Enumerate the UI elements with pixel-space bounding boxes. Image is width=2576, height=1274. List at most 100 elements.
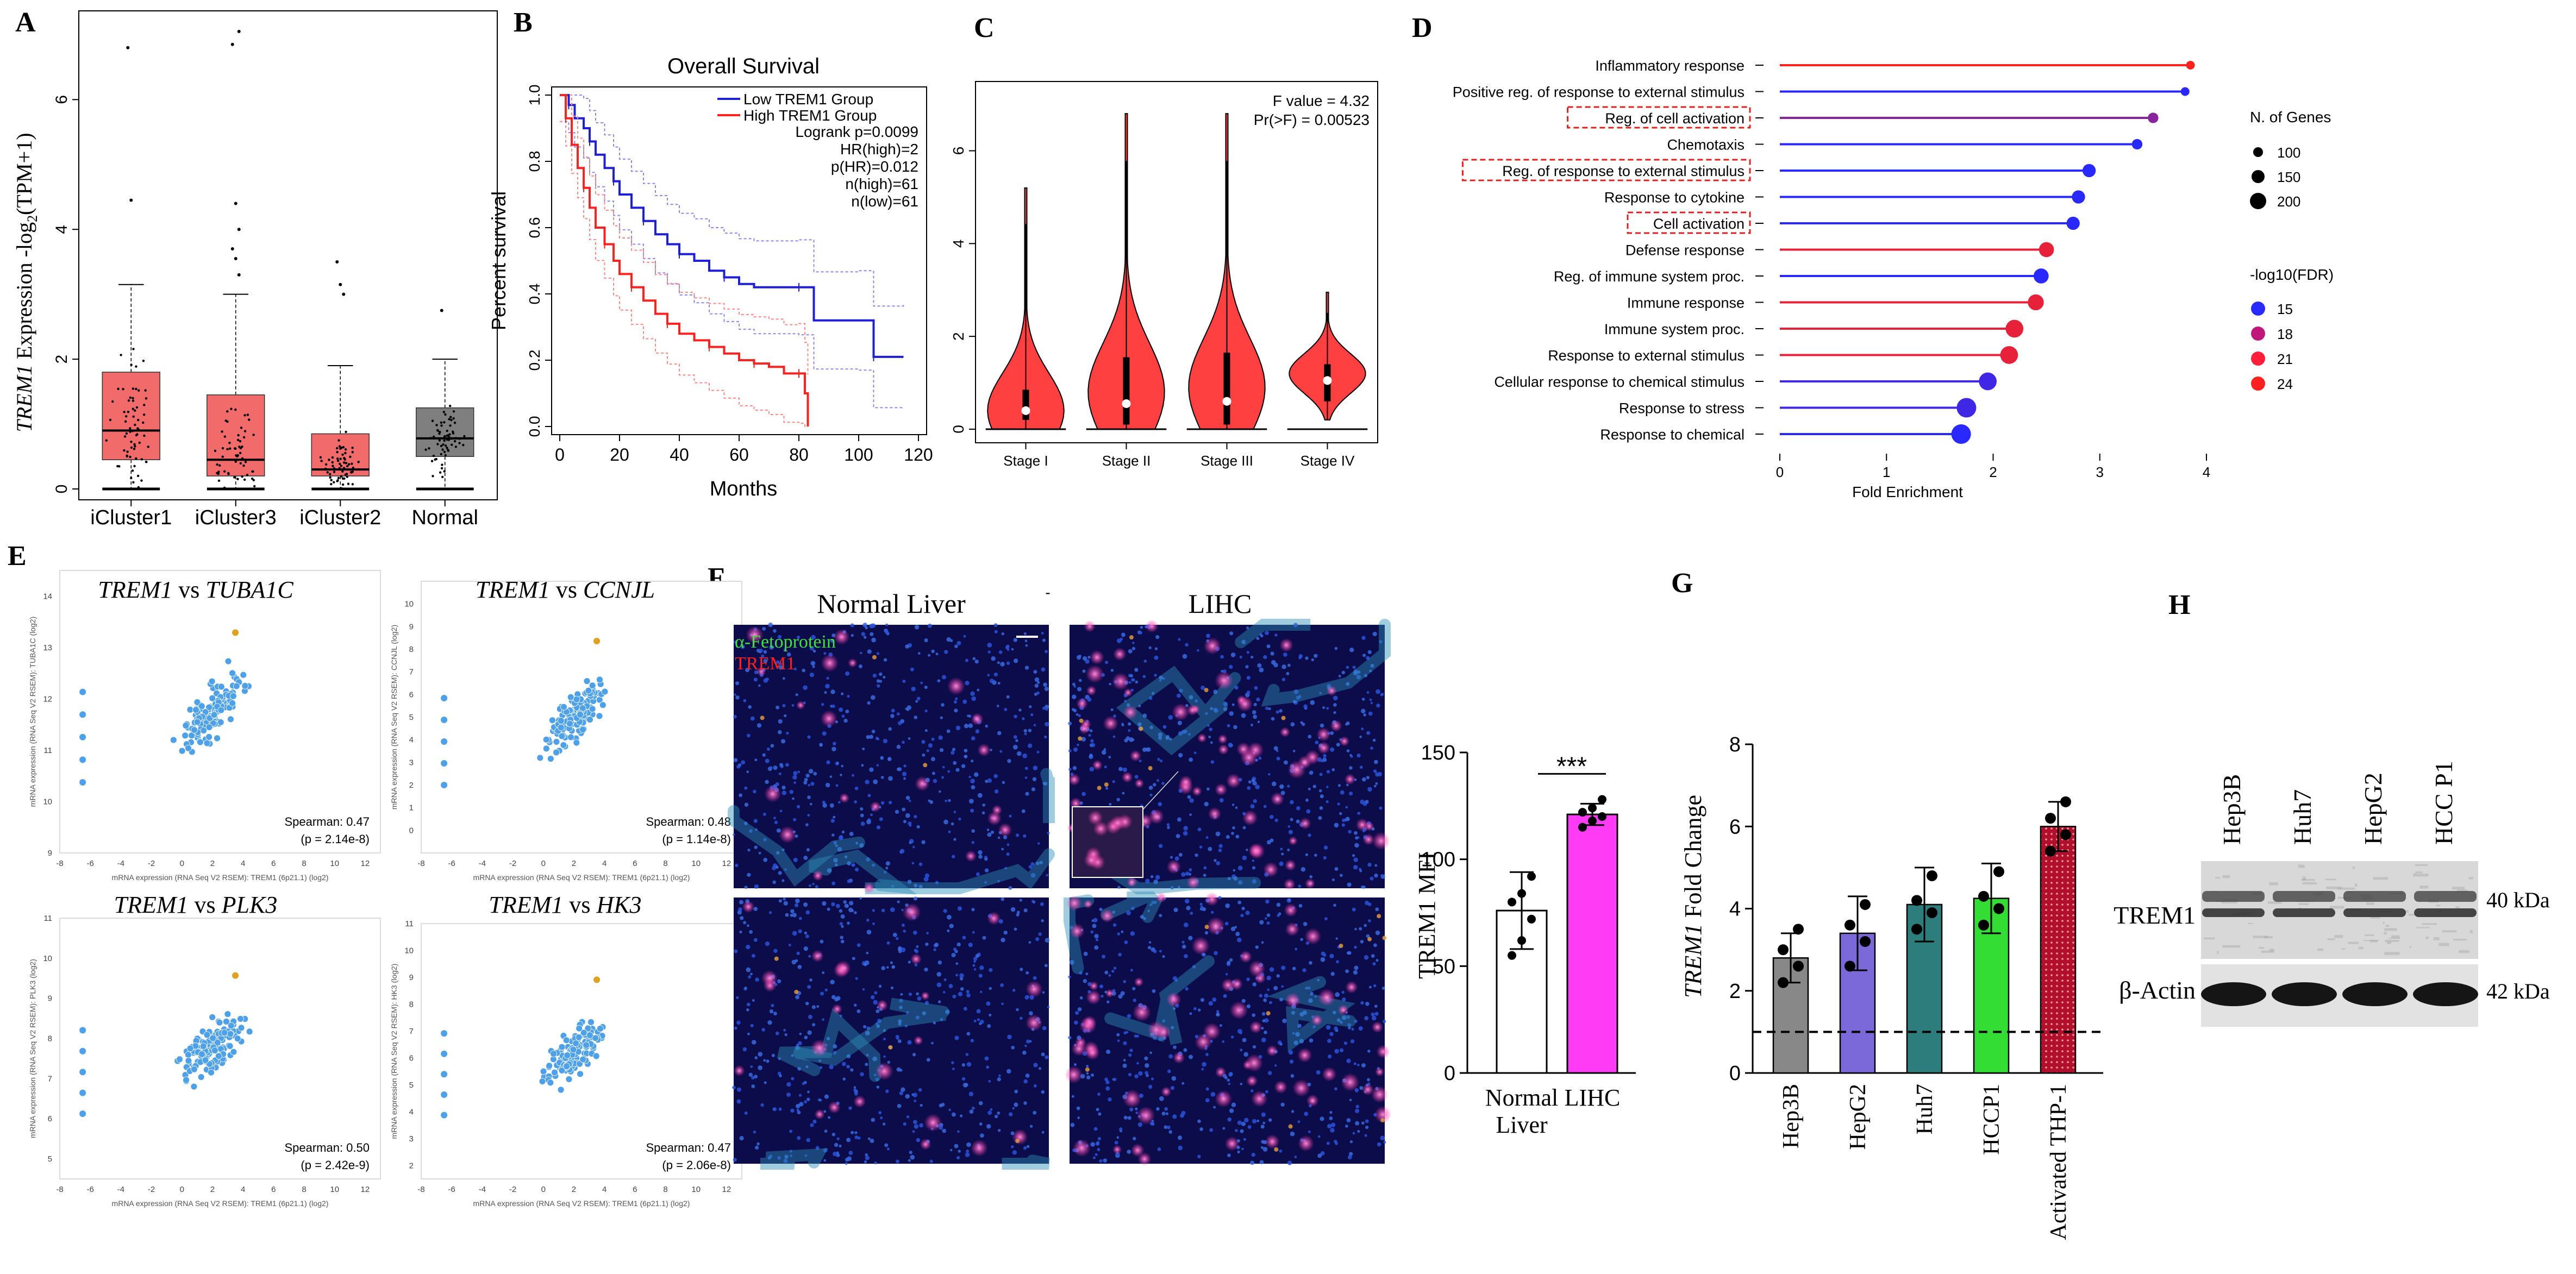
f-nucleus (1213, 689, 1218, 694)
f-nucleus (1302, 968, 1306, 972)
f-nucleus (1074, 1020, 1078, 1025)
f-nucleus (1362, 654, 1366, 657)
f-nucleus (935, 652, 939, 656)
f-nucleus (856, 943, 861, 947)
f-nucleus (1138, 1071, 1143, 1076)
f-trem1-cell (971, 713, 984, 726)
f-nucleus (1365, 900, 1370, 905)
f-nucleus (1214, 708, 1218, 713)
f-nucleus (963, 1007, 967, 1011)
f-nucleus (1318, 789, 1322, 793)
f-nucleus (1329, 953, 1334, 958)
f-nucleus (753, 1131, 756, 1134)
f-nucleus (1189, 757, 1193, 762)
a-point (351, 483, 354, 486)
f-nucleus (1086, 1075, 1091, 1080)
a-point (452, 410, 455, 413)
f-trem1-cell (1203, 637, 1221, 655)
f-nucleus (1266, 921, 1270, 925)
h-blot-noise (2391, 935, 2400, 938)
f-nucleus (797, 965, 802, 969)
f-nucleus (1296, 806, 1300, 811)
f-nucleus (862, 623, 867, 627)
f-nucleus (812, 1119, 817, 1124)
e-scatter-1: TREM1 vs CCNJL-8 -6 -4 -2 0 2 4 6 8 10 12012345678… (390, 576, 742, 882)
f-nucleus (774, 820, 778, 824)
f-nucleus (1357, 1129, 1360, 1133)
f-trem1-cell (1076, 698, 1088, 710)
f-nucleus (1349, 1140, 1353, 1144)
f-nucleus (877, 684, 880, 688)
a-point (125, 432, 128, 435)
f-tissue-band (760, 1148, 828, 1170)
f-nucleus (1252, 710, 1256, 714)
a-point (234, 447, 237, 450)
c-xlabel-1: Stage II (1102, 453, 1151, 469)
e-low-point (441, 760, 448, 767)
f-nucleus (1082, 656, 1087, 661)
f-nucleus (812, 1023, 816, 1027)
f-nucleus (1339, 1048, 1344, 1052)
panel-a-frame (78, 10, 498, 500)
a-point (138, 441, 141, 444)
f-nucleus (1020, 968, 1023, 971)
f-nucleus (1154, 647, 1158, 650)
f-nucleus (947, 929, 950, 932)
f-nucleus (1320, 1116, 1324, 1121)
f-nucleus (789, 789, 793, 794)
f-nucleus (1024, 732, 1027, 736)
f-trem1-cell (1070, 924, 1085, 939)
e-point (592, 1052, 600, 1060)
panel-letter-e: E (8, 541, 27, 572)
f-nucleus (763, 1059, 766, 1062)
a-point (251, 470, 254, 473)
g-xlabel-1: HepG2 (1846, 1084, 1871, 1150)
f-nucleus (1206, 787, 1210, 791)
f-nucleus (1252, 1119, 1257, 1124)
a-point (147, 445, 149, 448)
f-nucleus (915, 1015, 920, 1020)
stat-logrank: Logrank p=0.0099 (795, 123, 918, 140)
f-nucleus (1334, 867, 1339, 871)
f-nucleus (1353, 865, 1358, 870)
image-title-normal-liver: Normal Liver (817, 588, 966, 619)
a-point (444, 444, 447, 447)
f-nucleus (750, 1065, 753, 1068)
f-nucleus (1203, 866, 1207, 870)
f-nucleus (897, 900, 900, 903)
f-nucleus (968, 723, 973, 729)
e-xtick-label-3-2: -4 (479, 1185, 486, 1194)
a-point (341, 483, 345, 486)
f-nucleus (1354, 945, 1357, 949)
f-nucleus (918, 862, 923, 867)
f-nucleus (1181, 1110, 1186, 1115)
f-nucleus (830, 819, 835, 823)
f-nucleus (872, 674, 877, 678)
f-trem1-cell (1112, 1145, 1122, 1154)
f-nucleus (1336, 743, 1340, 747)
f-point (1508, 951, 1516, 960)
f-nucleus (1177, 693, 1181, 698)
f-nucleus (895, 809, 899, 814)
f-nucleus (776, 660, 780, 664)
h-band-trem1-upper-3 (2414, 891, 2477, 902)
f-nucleus (946, 637, 951, 642)
f-nucleus (1374, 1005, 1378, 1008)
f-nucleus (989, 1013, 992, 1016)
f-nucleus (911, 862, 915, 865)
f-nucleus (1154, 655, 1159, 660)
f-nucleus (867, 1137, 871, 1140)
f-nucleus (933, 948, 936, 951)
f-nucleus (1261, 1140, 1265, 1144)
e-point (234, 1035, 241, 1043)
f-trem1-cell (1221, 978, 1235, 992)
f-ytick-label-0: 0 (1444, 1062, 1455, 1085)
f-afp-cell (794, 989, 799, 994)
f-nucleus (1371, 954, 1375, 958)
f-image-lihc-top (1067, 619, 1391, 894)
f-nucleus (833, 858, 838, 863)
f-nucleus (1314, 654, 1318, 658)
e-point (191, 726, 198, 733)
f-nucleus (1357, 1064, 1360, 1066)
f-nucleus (834, 997, 839, 1002)
